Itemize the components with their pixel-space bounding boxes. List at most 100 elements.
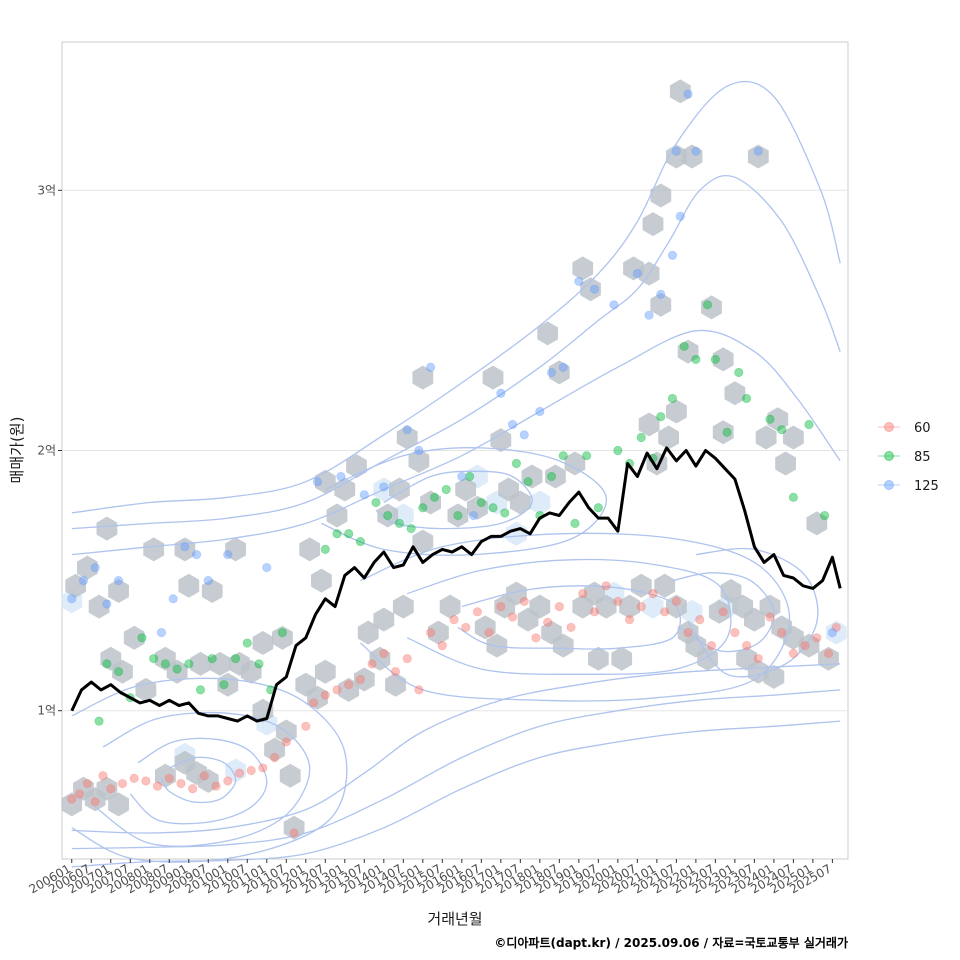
hexbin-cell xyxy=(638,412,660,437)
hexbin-cell xyxy=(666,399,687,424)
scatter-point-60 xyxy=(484,628,494,638)
grid-lines xyxy=(62,189,848,712)
scatter-point-125 xyxy=(671,146,681,156)
scatter-point-85 xyxy=(332,529,342,539)
scatter-point-60 xyxy=(695,615,705,625)
scatter-point-60 xyxy=(823,648,834,659)
legend: 60 85 125 xyxy=(878,421,939,494)
hexbin-cell xyxy=(506,581,527,606)
legend-label: 60 xyxy=(914,421,931,436)
scatter-point-85 xyxy=(320,544,330,554)
scatter-point-60 xyxy=(660,607,670,617)
scatter-point-125 xyxy=(589,284,600,294)
hexbin-cell xyxy=(669,79,691,104)
hexbin-cell xyxy=(521,464,543,489)
hexbin-cell xyxy=(283,815,305,840)
scatter-point-60 xyxy=(741,641,752,651)
hexbin-cell xyxy=(619,594,640,619)
hexbin-cell xyxy=(299,537,321,562)
legend-label: 125 xyxy=(914,479,939,494)
scatter-point-85 xyxy=(476,497,486,508)
hexbin-cell-light xyxy=(825,620,847,645)
scatter-point-60 xyxy=(765,612,775,622)
hexbin-cell xyxy=(467,495,488,520)
scatter-point-85 xyxy=(277,628,287,638)
hexbin-cell xyxy=(650,183,672,208)
scatter-point-85 xyxy=(195,685,206,695)
scatter-point-85 xyxy=(406,523,416,534)
scatter-point-125 xyxy=(359,490,369,500)
scatter-point-125 xyxy=(691,146,701,156)
scatter-point-85 xyxy=(679,341,689,352)
scatter-point-60 xyxy=(106,784,116,794)
scatter-point-85 xyxy=(254,659,264,669)
hexbin-cell xyxy=(135,677,157,702)
scatter-point-85 xyxy=(570,518,580,528)
scatter-point-85 xyxy=(371,497,381,508)
hexbin-cell xyxy=(806,511,828,536)
hexbin-cell xyxy=(209,651,231,676)
hexbin-cell xyxy=(455,477,477,502)
density-contour-line xyxy=(71,720,841,868)
scatter-point-60 xyxy=(129,773,139,783)
hexbin-cell-light xyxy=(642,594,664,619)
scatter-point-125 xyxy=(379,482,389,492)
scatter-point-85 xyxy=(511,458,522,469)
hexbin-cell xyxy=(564,451,586,476)
hexbin-cell xyxy=(580,277,601,302)
scatter-point-85 xyxy=(418,503,428,513)
hexbin-cell xyxy=(178,573,200,598)
scatter-point-60 xyxy=(82,778,92,789)
hexbin-cell xyxy=(549,360,570,385)
scatter-point-85 xyxy=(500,508,510,518)
scatter-point-60 xyxy=(519,596,529,607)
scatter-point-85 xyxy=(219,680,229,690)
scatter-point-125 xyxy=(312,477,323,487)
scatter-point-85 xyxy=(593,503,603,513)
scatter-point-60 xyxy=(507,612,518,622)
hexbin-cell xyxy=(201,579,223,603)
scatter-points xyxy=(67,89,841,838)
hexbin-cell xyxy=(708,599,730,624)
scatter-point-60 xyxy=(788,648,798,659)
scatter-point-125 xyxy=(262,562,272,573)
density-contour-line xyxy=(406,558,732,675)
scatter-point-85 xyxy=(667,393,678,404)
scatter-point-85 xyxy=(137,633,147,643)
density-contour-line xyxy=(71,663,841,834)
scatter-point-60 xyxy=(164,773,174,783)
scatter-point-85 xyxy=(613,445,623,456)
scatter-point-60 xyxy=(531,633,541,643)
hexbin-cell xyxy=(353,667,375,692)
scatter-point-85 xyxy=(149,654,159,664)
hexbin-cell xyxy=(474,615,496,640)
scatter-point-60 xyxy=(800,641,810,651)
hexbin-cell xyxy=(392,594,414,619)
scatter-point-60 xyxy=(718,607,728,617)
scatter-point-85 xyxy=(207,654,217,664)
scatter-point-60 xyxy=(753,654,763,664)
scatter-point-85 xyxy=(804,419,814,430)
scatter-point-125 xyxy=(546,367,557,378)
scatter-point-60 xyxy=(578,589,588,599)
scatter-point-60 xyxy=(683,628,693,638)
scatter-point-60 xyxy=(176,778,186,789)
scatter-point-125 xyxy=(67,594,77,604)
scatter-point-125 xyxy=(574,276,584,286)
hexbin-cell xyxy=(61,792,83,817)
scatter-point-125 xyxy=(827,628,837,638)
scatter-point-85 xyxy=(465,471,475,482)
hexbin-cell xyxy=(373,607,395,632)
legend-key-point xyxy=(884,422,894,432)
hexbin-cell xyxy=(96,516,118,541)
scatter-point-60 xyxy=(258,763,268,773)
scatter-point-125 xyxy=(223,549,233,560)
scatter-point-85 xyxy=(429,492,440,502)
hexbin-cell xyxy=(307,685,328,710)
density-contour-line xyxy=(375,470,533,530)
scatter-point-85 xyxy=(558,451,568,461)
scatter-point-60 xyxy=(223,776,233,786)
scatter-point-60 xyxy=(461,622,471,633)
y-tick-label: 1억 xyxy=(37,704,56,718)
